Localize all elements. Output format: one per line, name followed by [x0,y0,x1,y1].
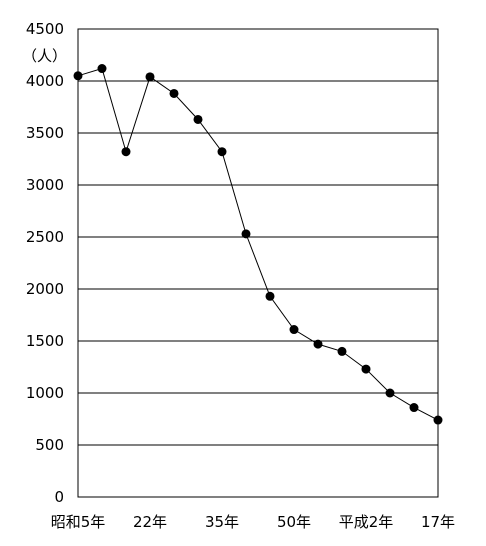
data-point [265,291,275,301]
x-tick-label: 35年 [205,513,239,531]
y-tick-label: 1000 [26,384,64,402]
x-tick-label: 昭和5年 [51,513,106,531]
x-axis-ticks: 昭和5年 22年 35年 50年 平成2年 17年 [51,513,455,531]
data-point [193,114,203,124]
series-line [77,67,439,421]
data-point [313,339,323,349]
data-points [73,64,443,425]
data-point [145,72,155,82]
x-tick-label: 17年 [421,513,455,531]
data-point [169,88,179,98]
y-axis-ticks: 0 500 1000 1500 2000 2500 3000 3500 4000 4500 [26,20,64,506]
x-tick-label: 50年 [277,513,311,531]
data-point [385,388,395,398]
y-tick-label: 4500 [26,20,64,38]
series-line-path [77,67,439,421]
y-unit-label: （人） [22,47,67,65]
data-point [121,147,131,157]
y-tick-label: 1500 [26,332,64,350]
y-tick-label: 2000 [26,280,64,298]
data-point [289,325,299,335]
data-point [337,346,347,356]
x-tick-label: 平成2年 [339,513,394,531]
data-point [433,415,443,425]
data-point [97,64,107,74]
data-point [361,364,371,374]
data-point [217,147,227,157]
data-point [73,71,83,81]
y-tick-label: 3500 [26,124,64,142]
x-tick-label: 22年 [133,513,167,531]
plot-area [77,28,439,498]
data-point [409,403,419,413]
y-tick-label: 500 [35,436,64,454]
y-tick-label: 2500 [26,228,64,246]
y-tick-label: 3000 [26,176,64,194]
data-point [241,229,251,239]
y-tick-label: 4000 [26,72,64,90]
y-tick-label: 0 [54,488,64,506]
gridlines [78,80,438,446]
